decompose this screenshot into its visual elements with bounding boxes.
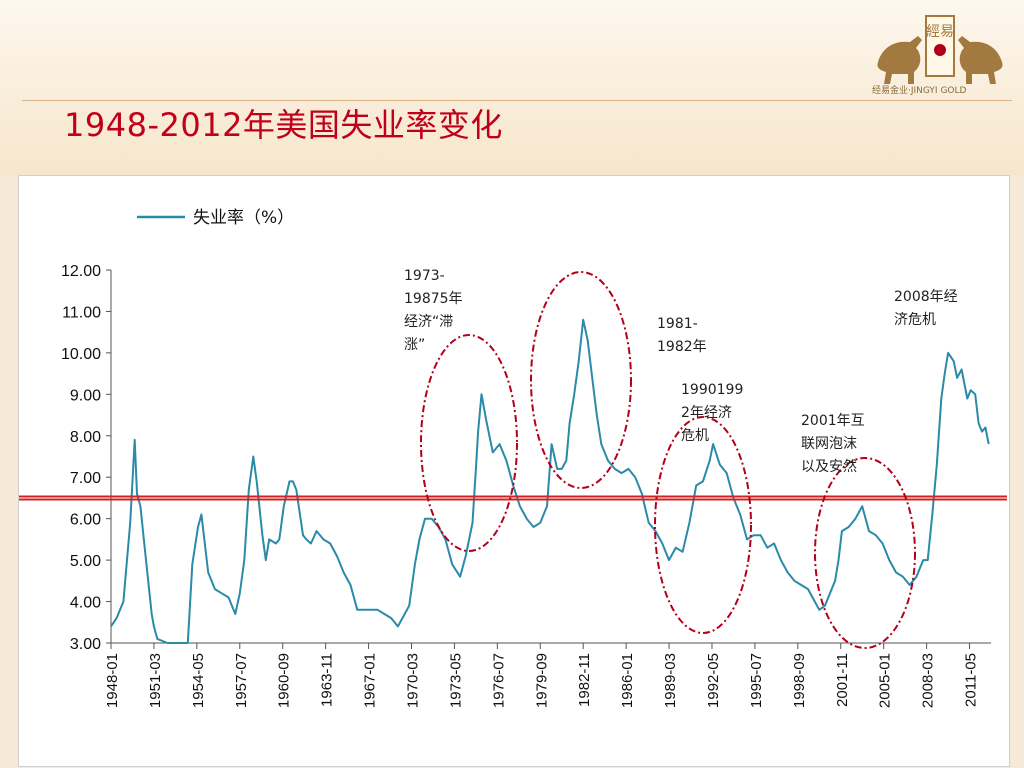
annotation-1973-stagflation-line: 涨” [404, 337, 425, 353]
annotation-1973-stagflation-line: 经济“滞 [404, 314, 453, 330]
annotation-1990-recession-line: 危机 [681, 428, 709, 444]
x-tick-label: 2011-05 [963, 653, 980, 707]
x-tick-label: 1963-11 [319, 653, 336, 707]
x-tick-label: 1973-05 [447, 653, 464, 708]
chart-frame: 12.00 11.00 10.00 9.00 8.00 7.00 6.00 5.00 4.00 3… [18, 175, 1010, 767]
y-tick-label: 8.00 [70, 429, 101, 446]
annotation-1973-stagflation-line: 19875年 [404, 291, 463, 307]
x-tick-label: 1967-01 [362, 653, 379, 708]
x-tick-label: 1951-03 [147, 653, 164, 708]
x-tick-label: 1970-03 [404, 653, 421, 708]
annotation-1990-recession-line: 2年经济 [681, 405, 732, 421]
y-tick-label: 12.00 [61, 263, 101, 280]
x-tick-label: 1948-01 [104, 653, 121, 708]
annotation-2008-crisis: 2008年经济危机 [894, 289, 958, 328]
y-tick-label: 5.00 [70, 553, 101, 570]
x-tick-label: 1954-05 [190, 653, 207, 708]
header-band [0, 0, 1024, 175]
x-tick-label: 1960-09 [276, 653, 293, 708]
legend-label: 失业率（%） [193, 208, 294, 228]
series-line-unemployment [110, 318, 990, 644]
annotation-2001-dotcom-line: 联网泡沫 [801, 436, 857, 452]
x-tick-label: 1982-11 [576, 653, 593, 707]
y-tick-label: 4.00 [70, 595, 101, 612]
y-tick-label: 7.00 [70, 470, 101, 487]
highlight-ellipse-1981 [530, 271, 632, 489]
annotation-2008-crisis-line: 济危机 [894, 312, 936, 328]
annotation-1973-stagflation: 1973- 19875年经济“滞涨” [404, 268, 463, 353]
x-tick-label: 2001-11 [834, 653, 851, 707]
y-tick-label: 6.00 [70, 512, 101, 529]
unemployment-chart: 12.00 11.00 10.00 9.00 8.00 7.00 6.00 5.00 4.00 3… [19, 208, 1007, 708]
jingyi-logo: 經易 [877, 15, 1003, 84]
x-tick-label: 1989-03 [662, 653, 679, 708]
annotation-1990-recession-line: 1990199 [681, 382, 743, 398]
y-tick-label: 11.00 [62, 304, 101, 321]
highlight-ellipse-1990 [654, 416, 752, 634]
header-rule [22, 100, 1012, 101]
x-tick-label: 1979-09 [533, 653, 550, 708]
logo-tagline: 经易金业·JINGYI GOLD [872, 86, 967, 96]
x-tick-label: 1976-07 [490, 653, 507, 708]
page-title: 1948-2012年美国失业率变化 [64, 106, 503, 144]
annotation-2001-dotcom-line: 2001年互 [801, 413, 865, 429]
x-tick-label: 2008-03 [920, 653, 937, 708]
x-tick-label: 1992-05 [705, 653, 722, 708]
highlight-ellipse-2001 [814, 457, 916, 649]
annotation-1981-recession-line: 1981- [657, 316, 698, 332]
x-tick-label: 1998-09 [791, 653, 808, 708]
annotation-1973-stagflation-line: 1973- [404, 268, 445, 284]
y-tick-label: 10.00 [61, 346, 101, 363]
x-tick-label: 1995-07 [748, 653, 765, 708]
annotation-1981-recession-line: 1982年 [657, 339, 707, 355]
bull-left-icon [877, 36, 922, 84]
annotation-2001-dotcom: 2001年互联网泡沫以及安然 [801, 413, 865, 475]
bull-right-icon [958, 36, 1003, 84]
y-tick-label: 3.00 [70, 636, 101, 653]
y-tick-label: 9.00 [70, 387, 101, 404]
annotation-2008-crisis-line: 2008年经 [894, 289, 958, 305]
x-tick-label: 1957-07 [233, 653, 250, 708]
logo-emblem [934, 44, 946, 56]
annotation-1990-recession: 1990199 2年经济危机 [681, 382, 743, 444]
x-tick-label: 2005-01 [877, 653, 894, 708]
logo-text: 經易 [926, 24, 954, 40]
highlight-ellipse-1973 [420, 334, 518, 552]
annotation-1981-recession: 1981- 1982年 [657, 316, 707, 355]
annotation-2001-dotcom-line: 以及安然 [801, 458, 857, 475]
x-tick-label: 1986-01 [619, 653, 636, 708]
